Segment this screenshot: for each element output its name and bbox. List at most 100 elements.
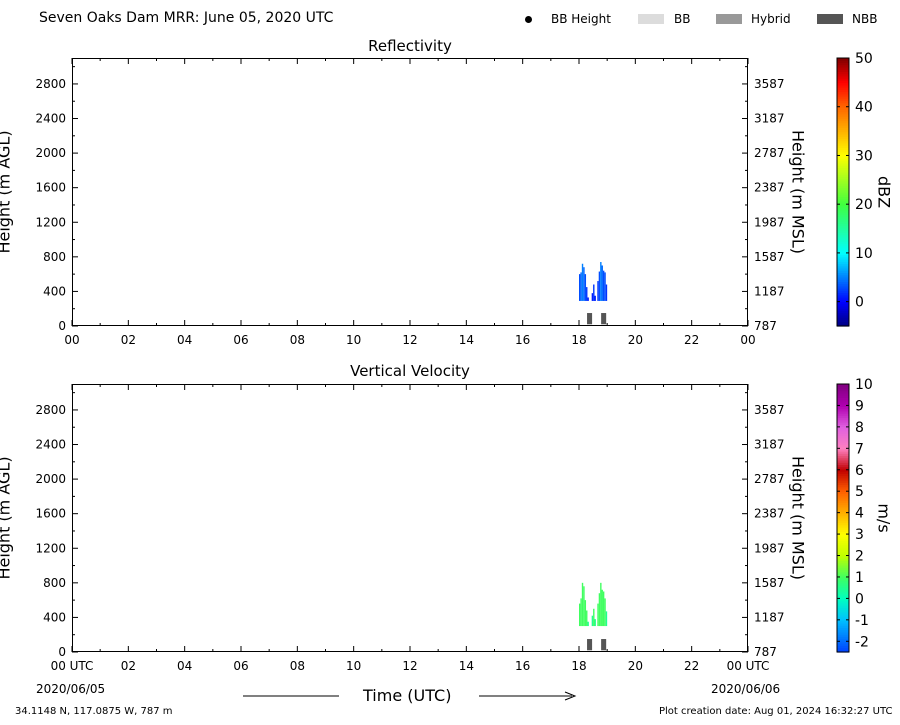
velocity-title: Vertical Velocity	[350, 362, 470, 380]
x-tick-label: 14	[459, 659, 474, 673]
y-tick-label-right: 2387	[754, 507, 785, 521]
legend-bb-swatch	[638, 14, 664, 24]
y-tick-label-right: 3587	[754, 403, 785, 417]
y-tick-label-right: 1187	[754, 284, 785, 298]
y-tick-label-right: 1587	[754, 250, 785, 264]
colorbar-tick-label: 6	[855, 463, 864, 479]
y-tick-label-right: 1987	[754, 541, 785, 555]
x-tick-label: 20	[628, 333, 643, 347]
colorbar-tick-label: 0	[855, 591, 864, 607]
y-tick-label-left: 2800	[35, 403, 66, 417]
y-tick-label-right: 1587	[754, 576, 785, 590]
x-tick-label: 16	[515, 659, 530, 673]
footer-location: 34.1148 N, 117.0875 W, 787 m	[15, 706, 173, 717]
reflectivity-ylabel-left: Height (m AGL)	[0, 130, 14, 254]
y-tick-label-right: 787	[754, 319, 777, 333]
x-tick-label: 06	[233, 333, 248, 347]
y-tick-label-right: 3587	[754, 77, 785, 91]
y-tick-label-left: 2000	[35, 146, 66, 160]
x-axis-label: Time (UTC)	[363, 686, 452, 705]
y-tick-label-right: 2787	[754, 472, 785, 486]
y-tick-label-left: 400	[43, 610, 66, 624]
y-tick-label-right: 2787	[754, 146, 785, 160]
y-tick-label-right: 3187	[754, 438, 785, 452]
colorbar-tick-label: 10	[855, 246, 873, 262]
colorbar-tick-label: 50	[855, 51, 873, 67]
date-end-label: 2020/06/06	[711, 682, 781, 696]
colorbar-tick-label: 4	[855, 506, 864, 522]
y-tick-label-left: 1200	[35, 215, 66, 229]
x-tick-label: 00	[740, 333, 755, 347]
colorbar-tick-label: 0	[855, 295, 864, 311]
x-tick-label: 10	[346, 659, 361, 673]
y-tick-label-right: 787	[754, 645, 777, 659]
colorbar-tick-label: 40	[855, 100, 873, 116]
y-tick-label-left: 2400	[35, 112, 66, 126]
velocity-plot-area	[72, 384, 748, 652]
footer-creation-date: Plot creation date: Aug 01, 2024 16:32:2…	[659, 706, 893, 717]
x-tick-label: 02	[121, 333, 136, 347]
x-tick-label: 18	[571, 333, 586, 347]
legend-label-hybrid: Hybrid	[751, 12, 791, 26]
figure-title: Seven Oaks Dam MRR: June 05, 2020 UTC	[39, 10, 334, 26]
colorbar-tick-label: 1	[855, 570, 864, 586]
x-tick-label: 22	[684, 333, 699, 347]
y-tick-label-left: 1200	[35, 541, 66, 555]
colorbar-tick-label: 10	[855, 377, 873, 393]
y-tick-label-left: 2400	[35, 438, 66, 452]
x-tick-label: 18	[571, 659, 586, 673]
x-tick-label: 22	[684, 659, 699, 673]
y-tick-label-left: 800	[43, 576, 66, 590]
x-tick-label: 04	[177, 659, 192, 673]
y-tick-label-right: 1987	[754, 215, 785, 229]
y-tick-label-right: 3187	[754, 112, 785, 126]
legend-nbb-swatch	[817, 14, 843, 24]
velocity-ylabel-right: Height (m MSL)	[788, 456, 808, 581]
reflectivity-ylabel-right: Height (m MSL)	[788, 130, 808, 255]
date-start-label: 2020/06/05	[36, 682, 106, 696]
x-tick-label: 06	[233, 659, 248, 673]
colorbar-tick-label: 30	[855, 148, 873, 164]
y-tick-label-left: 800	[43, 250, 66, 264]
y-tick-label-left: 0	[58, 319, 66, 333]
y-tick-label-left: 2000	[35, 472, 66, 486]
legend-hybrid-swatch	[716, 14, 742, 24]
y-tick-label-left: 2800	[35, 77, 66, 91]
reflectivity-title: Reflectivity	[368, 37, 452, 55]
x-tick-label: 10	[346, 333, 361, 347]
velocity-ylabel-left: Height (m AGL)	[0, 456, 14, 580]
colorbar-tick-label: 7	[855, 441, 864, 457]
legend-label-bb-height: BB Height	[551, 12, 611, 26]
x-tick-label: 20	[628, 659, 643, 673]
x-tick-label: 02	[121, 659, 136, 673]
colorbar-tick-label: 3	[855, 527, 864, 543]
reflectivity-colorbar-label: dBZ	[874, 175, 894, 209]
velocity-colorbar	[837, 384, 849, 652]
y-tick-label-right: 1187	[754, 610, 785, 624]
colorbar-tick-label: 8	[855, 420, 864, 436]
x-tick-label: 00	[64, 333, 79, 347]
velocity-colorbar-label: m/s	[874, 503, 894, 533]
y-tick-label-left: 400	[43, 284, 66, 298]
colorbar-tick-label: 5	[855, 484, 864, 500]
x-tick-label: 12	[402, 659, 417, 673]
colorbar-tick-label: 9	[855, 398, 864, 414]
x-tick-label: 08	[290, 659, 305, 673]
legend-bb-height-dot	[525, 16, 532, 23]
x-tick-label: 00 UTC	[727, 659, 770, 673]
reflectivity-plot-area	[72, 58, 748, 326]
legend-label-nbb: NBB	[852, 12, 878, 26]
y-tick-label-left: 0	[58, 645, 66, 659]
colorbar-tick-label: -2	[855, 634, 869, 650]
x-tick-label: 16	[515, 333, 530, 347]
x-tick-label: 08	[290, 333, 305, 347]
x-tick-label: 04	[177, 333, 192, 347]
colorbar-tick-label: 2	[855, 549, 864, 565]
x-tick-label: 12	[402, 333, 417, 347]
x-tick-label: 00 UTC	[51, 659, 94, 673]
colorbar-tick-label: -1	[855, 613, 869, 629]
legend-label-bb: BB	[674, 12, 691, 26]
y-tick-label-right: 2387	[754, 181, 785, 195]
arrow-right-head	[564, 691, 577, 701]
reflectivity-colorbar	[837, 58, 849, 326]
